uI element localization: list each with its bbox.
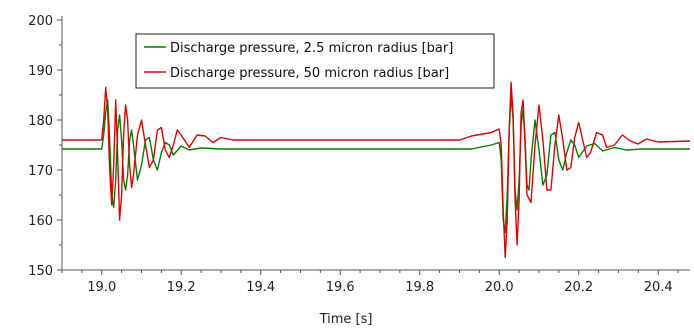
y-tick-label: 170	[28, 164, 53, 179]
series-layer	[62, 81, 691, 259]
x-tick-label: 19.0	[87, 280, 116, 295]
x-tick-label: 20.2	[564, 280, 593, 295]
y-tick-label: 180	[28, 114, 53, 129]
legend-label: Discharge pressure, 2.5 micron radius [b…	[170, 41, 453, 56]
axes-layer	[61, 16, 690, 271]
x-tick-label: 19.2	[167, 280, 196, 295]
legend-items: Discharge pressure, 2.5 micron radius [b…	[144, 41, 453, 81]
x-tick-label: 20.0	[485, 280, 514, 295]
series-line-2	[62, 81, 691, 259]
y-tick-label: 200	[28, 14, 53, 29]
y-tick-label: 150	[28, 264, 53, 279]
legend-label: Discharge pressure, 50 micron radius [ba…	[170, 66, 449, 81]
x-tick-label: 19.8	[405, 280, 434, 295]
legend: Discharge pressure, 2.5 micron radius [b…	[135, 33, 495, 89]
ticks-layer: 150 160 170 180 190 200 19.0 19.2 19.4 19.6 19.8 20…	[28, 14, 679, 295]
x-tick-label: 19.4	[246, 280, 275, 295]
legend-box	[135, 33, 495, 89]
x-tick-label: 20.4	[644, 280, 673, 295]
y-tick-label: 190	[28, 64, 53, 79]
x-tick-label: 19.6	[326, 280, 355, 295]
x-axis-title: Time [s]	[319, 312, 373, 327]
y-tick-label: 160	[28, 214, 53, 229]
